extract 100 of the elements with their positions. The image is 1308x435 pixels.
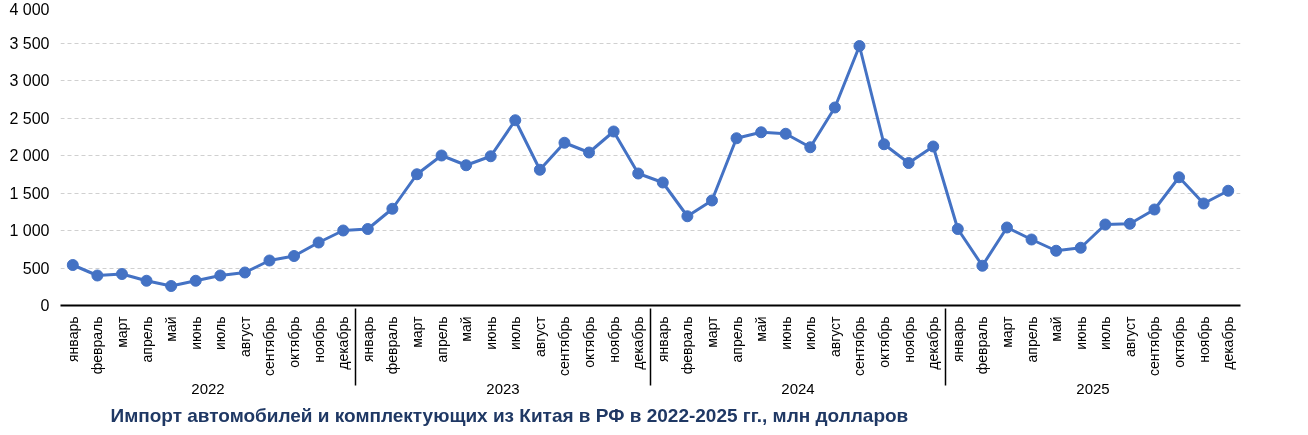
point	[656, 176, 669, 189]
x-tick-label: август	[531, 315, 548, 358]
x-tick-label: октябрь	[581, 316, 598, 368]
x-tick-label: июль	[802, 316, 819, 350]
x-tick-label: октябрь	[1171, 316, 1188, 368]
point	[976, 259, 989, 272]
point	[165, 280, 178, 292]
point	[533, 163, 546, 176]
x-tick-label: декабрь	[1220, 316, 1237, 370]
x-tick-label: ноябрь	[900, 316, 917, 363]
x-tick-label: июль	[507, 316, 524, 350]
point	[1123, 217, 1136, 230]
point	[115, 268, 128, 280]
point	[1074, 241, 1087, 254]
x-tick-label: декабрь	[925, 316, 942, 370]
text: 2023	[486, 380, 520, 398]
x-tick-label: июнь	[777, 316, 794, 350]
text: 2022	[191, 380, 225, 398]
x-tick-label: май	[753, 316, 770, 342]
point	[263, 254, 276, 267]
point	[91, 269, 104, 282]
x-tick-label: февраль	[89, 316, 106, 375]
x-tick-label: октябрь	[286, 316, 303, 368]
point	[337, 224, 350, 237]
x-tick-label: март	[998, 315, 1015, 348]
y-tick-label: 4 000	[9, 0, 50, 18]
point	[558, 136, 571, 149]
y-tick-label: 2 500	[9, 109, 50, 127]
x-tick-label: февраль	[974, 316, 991, 375]
y-tick-label: 500	[22, 259, 50, 277]
point	[66, 259, 79, 271]
point	[951, 223, 964, 235]
point	[878, 138, 891, 151]
x-tick-label: март	[113, 315, 130, 348]
point	[238, 266, 251, 279]
point	[1173, 171, 1186, 184]
point	[484, 150, 497, 163]
y-tick-label: 3 000	[9, 72, 50, 89]
point	[1050, 244, 1063, 257]
x-tick-label: август	[1121, 315, 1138, 358]
x-tick-label: август	[826, 315, 843, 358]
x-tick-label: ноябрь	[310, 316, 327, 363]
x-tick-label: февраль	[384, 316, 401, 375]
x-tick-label: март	[703, 315, 720, 348]
y-tick-label: 0	[40, 297, 50, 314]
point	[214, 269, 227, 282]
point	[705, 194, 718, 207]
x-tick-label: декабрь	[335, 316, 352, 370]
x-tick-label: январь	[949, 316, 966, 362]
x-tick-label: апрель	[728, 316, 745, 363]
point	[509, 114, 522, 127]
point	[755, 126, 768, 139]
x-tick-label: май	[458, 316, 475, 342]
x-tick-label: июль	[212, 316, 229, 350]
point	[1197, 197, 1210, 210]
x-tick-label: январь	[64, 316, 81, 362]
x-tick-label: октябрь	[876, 316, 893, 368]
x-tick-label: июнь	[187, 316, 204, 350]
point	[902, 157, 915, 169]
point	[681, 210, 694, 223]
x-tick-label: апрель	[433, 316, 450, 363]
point	[1000, 221, 1013, 234]
text: 2025	[1076, 380, 1110, 398]
point	[730, 132, 743, 145]
point	[410, 168, 423, 181]
y-tick-label: 3 500	[9, 34, 50, 52]
x-tick-label: апрель	[138, 316, 155, 363]
x-tick-label: август	[236, 315, 253, 358]
x-tick-label: январь	[654, 316, 671, 362]
x-tick-label: ноябрь	[605, 316, 622, 363]
x-tick-label: сентябрь	[556, 316, 573, 377]
y-tick-label: 2 000	[9, 147, 50, 164]
point	[927, 140, 940, 153]
x-tick-label: декабрь	[630, 316, 647, 370]
point	[361, 223, 374, 235]
x-tick-label: март	[408, 315, 425, 348]
x-tick-label: июль	[1097, 316, 1114, 350]
y-tick-label: 1 500	[9, 184, 50, 202]
point	[1148, 203, 1161, 216]
point	[1099, 218, 1112, 231]
x-tick-label: май	[1048, 316, 1065, 342]
point	[853, 40, 866, 52]
text: 2024	[781, 380, 815, 398]
point	[435, 149, 448, 162]
x-tick-label: сентябрь	[261, 316, 278, 377]
point	[189, 274, 202, 287]
point	[1222, 184, 1235, 197]
x-tick-label: сентябрь	[851, 316, 868, 377]
point	[804, 141, 817, 154]
point	[828, 101, 841, 114]
point	[312, 236, 325, 249]
point	[386, 202, 399, 215]
x-tick-label: июнь	[482, 316, 499, 350]
text: Импорт автомобилей и комплектующих из Китая в РФ в 2022-2025 гг., млн долларов	[110, 404, 909, 426]
point	[1025, 233, 1038, 246]
x-tick-label: январь	[359, 316, 376, 362]
point	[779, 127, 792, 140]
point	[632, 167, 645, 180]
point	[607, 125, 620, 138]
point	[583, 146, 596, 159]
